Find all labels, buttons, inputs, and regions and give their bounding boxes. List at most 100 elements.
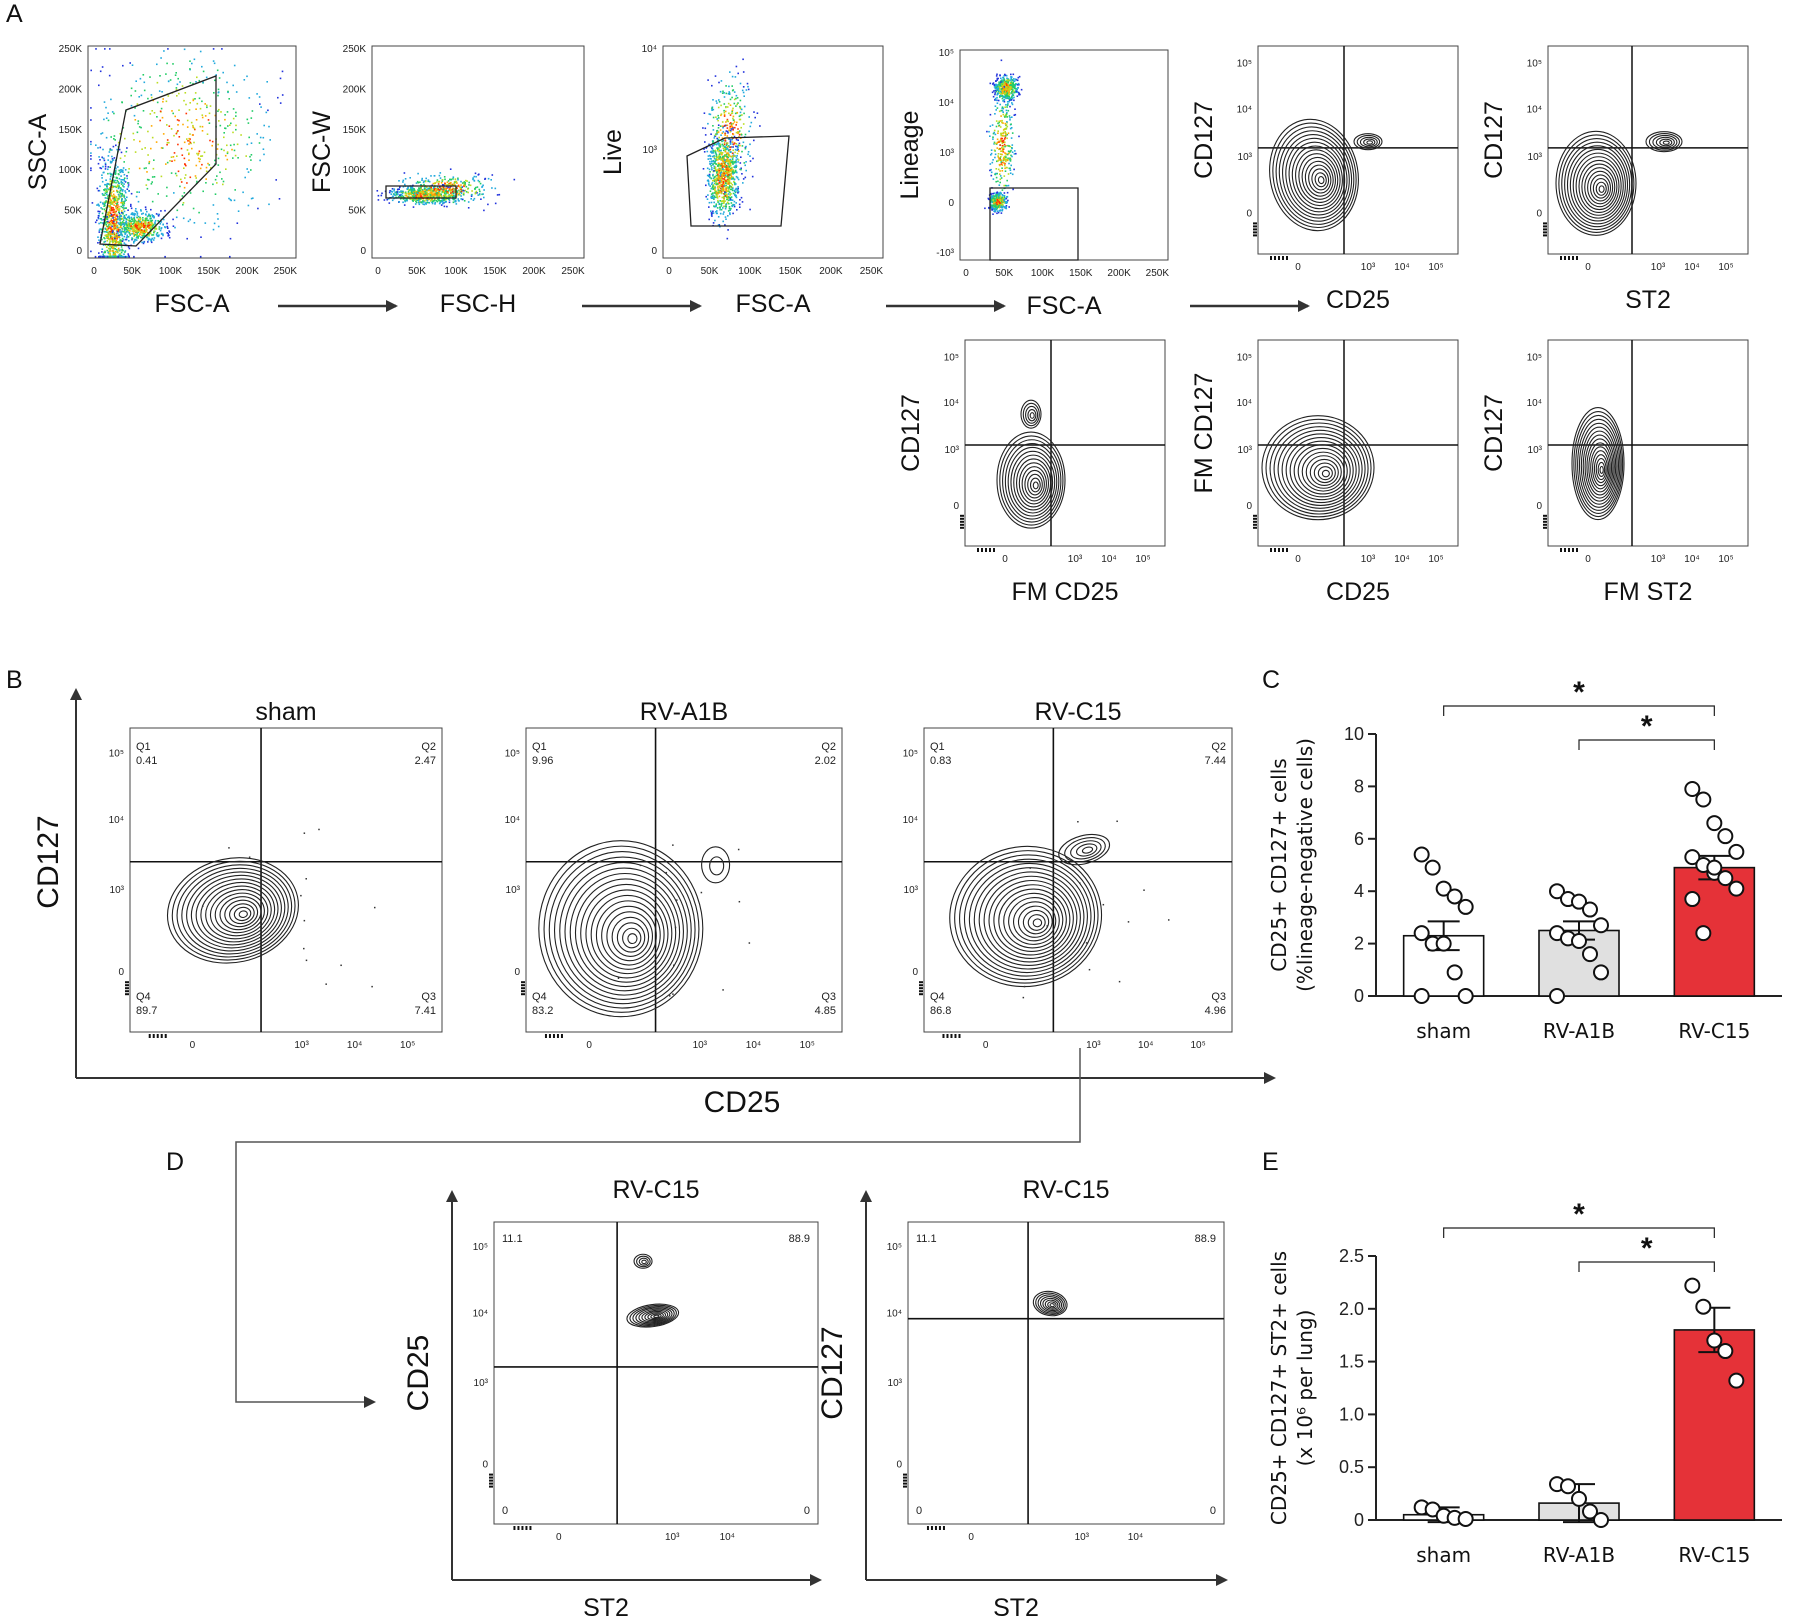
- event-dot: [1000, 82, 1002, 84]
- event-dot: [990, 171, 993, 174]
- event-dot: [1005, 205, 1008, 207]
- event-dot: [224, 127, 226, 129]
- event-dot: [109, 228, 112, 231]
- event-dot: [108, 238, 111, 240]
- event-dot: [117, 226, 120, 229]
- event-dot: [151, 214, 153, 216]
- event-dot: [992, 200, 995, 203]
- event-dot: [146, 210, 148, 213]
- contour-line: [1269, 118, 1359, 232]
- event-dot: [100, 133, 102, 135]
- event-dot: [754, 116, 756, 119]
- event-dot: [411, 187, 413, 189]
- event-dot: [128, 168, 130, 170]
- event-dot: [994, 92, 996, 94]
- event-dot: [237, 210, 240, 212]
- event-dot: [113, 214, 115, 216]
- event-dot: [126, 177, 128, 180]
- event-dot: [734, 190, 736, 193]
- event-dot: [127, 209, 129, 211]
- event-dot: [728, 171, 730, 173]
- event-dot: [1005, 160, 1007, 163]
- event-dot: [729, 191, 731, 194]
- event-dot: [1009, 79, 1012, 81]
- event-dot: [1011, 90, 1014, 92]
- event-dot: [118, 211, 120, 213]
- event-dot: [391, 199, 394, 202]
- event-dot: [439, 177, 442, 179]
- event-dot: [1018, 75, 1021, 78]
- event-dot: [217, 91, 220, 94]
- event-dot: [728, 92, 731, 94]
- event-dot: [454, 200, 456, 203]
- event-dot: [731, 136, 733, 138]
- event-dot: [90, 143, 92, 146]
- event-dot: [747, 85, 749, 88]
- event-dot: [432, 182, 435, 185]
- event-dot: [721, 152, 724, 154]
- event-dot: [118, 229, 121, 232]
- event-dot: [999, 204, 1002, 206]
- event-dot: [451, 187, 454, 190]
- event-dot: [1005, 94, 1008, 97]
- event-dot: [1006, 153, 1009, 156]
- event-dot: [711, 152, 713, 154]
- event-dot: [1017, 76, 1020, 79]
- event-dot: [993, 210, 995, 212]
- event-dot: [130, 94, 132, 97]
- event-dot: [114, 195, 116, 197]
- event-dot: [725, 169, 728, 171]
- event-dot: [105, 191, 108, 194]
- event-dot: [721, 153, 723, 156]
- event-dot: [246, 168, 248, 170]
- event-dot: [115, 181, 117, 184]
- event-dot: [161, 232, 163, 235]
- event-dot: [113, 200, 115, 203]
- event-dot: [134, 107, 136, 109]
- event-dot: [1015, 88, 1017, 90]
- event-dot: [722, 181, 725, 184]
- event-dot: [108, 214, 110, 216]
- event-dot: [724, 181, 727, 183]
- event-dot: [117, 187, 120, 190]
- plot-frame: [1257, 45, 1459, 255]
- y-axis-label: Live: [599, 129, 627, 175]
- event-dot: [728, 207, 731, 210]
- event-dot: [126, 147, 128, 149]
- event-dot: [131, 232, 134, 235]
- event-dot: [143, 220, 145, 222]
- event-dot: [999, 200, 1002, 202]
- event-dot: [729, 162, 732, 164]
- event-dot: [726, 146, 729, 148]
- event-dot: [425, 191, 428, 193]
- event-dot: [727, 193, 730, 195]
- event-dot: [222, 183, 224, 186]
- event-dot: [123, 223, 126, 226]
- event-dot: [993, 86, 996, 88]
- event-dot: [97, 189, 100, 192]
- event-dot: [759, 125, 761, 127]
- event-dot: [227, 90, 229, 93]
- event-dot: [449, 168, 452, 170]
- event-dot: [715, 192, 717, 194]
- event-dot: [991, 161, 994, 164]
- event-dot: [726, 172, 728, 174]
- event-dot: [717, 165, 719, 167]
- event-dot: [109, 204, 111, 207]
- event-dot: [711, 213, 713, 216]
- event-dot: [151, 237, 154, 240]
- event-dot: [130, 233, 132, 235]
- event-dot: [110, 212, 112, 215]
- event-dot: [412, 187, 414, 190]
- x-axis-label: FSC-A: [736, 290, 811, 318]
- event-dot: [101, 219, 103, 221]
- y-tick-label: 10⁴: [642, 44, 657, 55]
- event-dot: [995, 86, 998, 88]
- event-dot: [714, 186, 717, 189]
- event-dot: [728, 159, 730, 162]
- event-dot: [999, 147, 1001, 150]
- event-dot: [713, 137, 716, 139]
- event-dot: [157, 193, 159, 195]
- event-dot: [713, 192, 716, 194]
- event-dot: [113, 112, 115, 115]
